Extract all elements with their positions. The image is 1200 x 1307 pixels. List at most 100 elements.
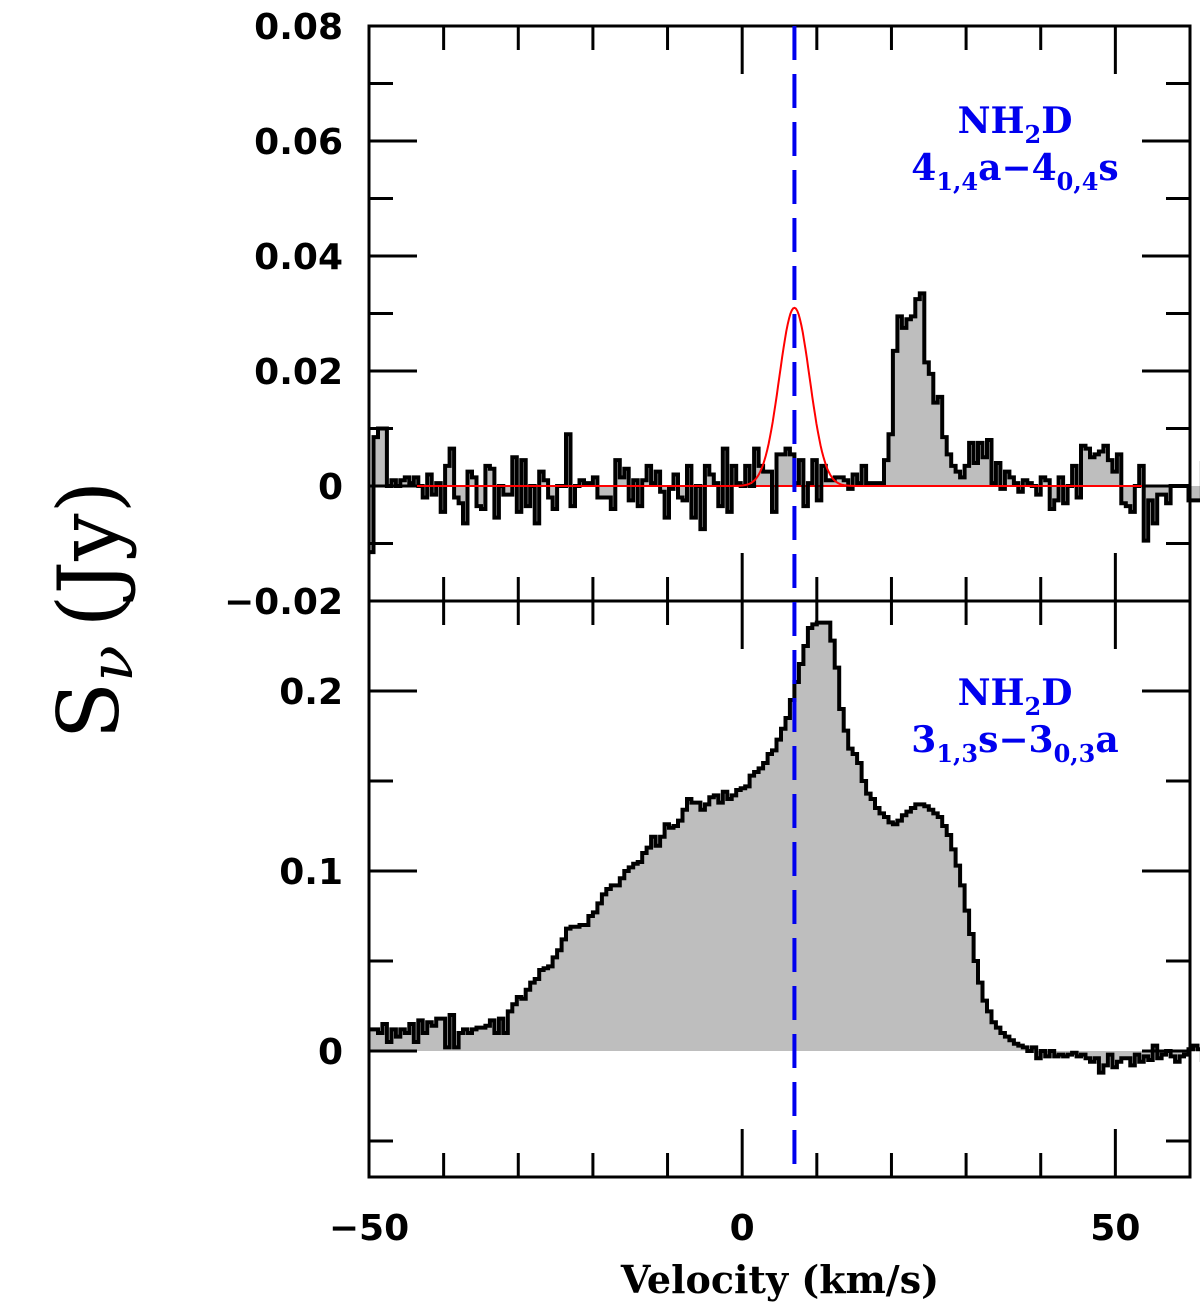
bottom-channel-fill (413, 1042, 419, 1051)
x-tick-label: 0 (730, 1208, 755, 1249)
bottom-channel-fill (552, 957, 558, 1051)
bottom-channel-fill (557, 950, 563, 1051)
top-channel-fill (458, 486, 464, 504)
bottom-y-tick-label: 0 (318, 1032, 343, 1073)
top-channel-fill (919, 293, 925, 486)
bottom-channel-fill (691, 802, 697, 1051)
bottom-channel-fill (758, 768, 764, 1051)
bottom-channel-fill (1098, 1051, 1105, 1073)
bottom-channel-fill (1000, 1033, 1006, 1051)
top-channel-fill (946, 454, 952, 486)
bottom-channel-fill (615, 885, 621, 1051)
bottom-channel-fill (749, 775, 755, 1051)
bottom-channel-fill (910, 808, 916, 1051)
bottom-channel-fill (754, 772, 760, 1051)
bottom-channel-fill (651, 836, 657, 1051)
top-channel-fill (924, 362, 930, 486)
bottom-panel-frame (367, 599, 1192, 1179)
bottom-spectrum-step (369, 620, 1200, 1075)
top-channel-fill (476, 486, 482, 507)
bottom-channel-fill (825, 622, 831, 1051)
bottom-channel-fill (458, 1033, 464, 1051)
bottom-channel-fill (660, 836, 666, 1051)
bottom-channel-fill (982, 1000, 988, 1051)
bottom-channel-fill (642, 853, 648, 1051)
top-y-tick-label: −0.02 (224, 582, 343, 623)
top-y-tick-labels: −0.02 0 0.02 0.04 0.06 0.08 (224, 7, 343, 623)
top-channel-fill (964, 465, 970, 486)
bottom-channel-fill (597, 903, 603, 1051)
top-y-tick-label: 0.08 (254, 7, 343, 48)
bottom-channel-fill (655, 845, 661, 1051)
top-channel-fill (830, 480, 836, 486)
bottom-channel-fill (1112, 1051, 1118, 1068)
bottom-channel-fill (619, 878, 625, 1051)
top-channel-fill (928, 373, 934, 486)
bottom-channel-fill (476, 1027, 482, 1051)
top-channel-fill (915, 299, 921, 486)
bottom-channel-fill (480, 1027, 487, 1051)
bottom-channel-fill (373, 1029, 379, 1051)
bottom-channel-fill (427, 1022, 433, 1051)
bottom-channel-fill (740, 788, 746, 1051)
top-annotation-transition: 41,4a−40,4s (911, 147, 1118, 196)
bottom-channel-fill (713, 795, 719, 1051)
top-channel-fill (377, 428, 384, 486)
bottom-channel-fill (669, 827, 675, 1051)
top-channel-fill (1049, 486, 1055, 509)
bottom-channel-fill (821, 622, 827, 1051)
bottom-channel-fill (418, 1020, 424, 1051)
bottom-channel-fill (772, 750, 778, 1051)
bottom-channel-fill (386, 1042, 392, 1051)
bottom-panel: 0 0.1 0.2 NH2D 31,3s−30,3a (279, 599, 1200, 1179)
top-channel-fill (606, 486, 612, 498)
bottom-channel-fill (866, 793, 872, 1051)
top-channel-fill (400, 480, 406, 486)
top-y-tick-label: 0 (318, 467, 343, 508)
bottom-channel-fill (400, 1029, 406, 1051)
bottom-channel-fill (727, 799, 733, 1051)
bottom-channel-fill (986, 1011, 993, 1051)
bottom-channel-fill (566, 928, 572, 1051)
bottom-channel-fill (897, 820, 903, 1051)
bottom-channel-fill (395, 1036, 401, 1051)
bottom-channel-fill (610, 885, 616, 1051)
top-channel-fill (1081, 445, 1087, 486)
bottom-channel-fill (964, 910, 970, 1051)
bottom-channel-fill (543, 968, 549, 1051)
bottom-channel-fill (633, 863, 639, 1051)
bottom-channel-fill (946, 835, 952, 1051)
bottom-channel-fill (606, 889, 612, 1051)
top-channel-fill (1121, 486, 1127, 504)
bottom-channel-fill (548, 966, 554, 1051)
bottom-channel-fill (570, 926, 576, 1051)
bottom-channel-fill (955, 865, 961, 1051)
top-channel-fill (548, 486, 554, 498)
bottom-channel-fill (369, 1029, 375, 1051)
bottom-channel-fill (883, 817, 890, 1051)
top-annotation-molecule: NH2D (958, 100, 1073, 149)
top-panel: −0.02 0 0.02 0.04 0.06 0.08 NH2D 41,4a−40,4s (224, 7, 1200, 623)
top-channel-fill (978, 442, 984, 486)
top-channel-fill (454, 486, 460, 498)
top-channel-fill (758, 465, 764, 486)
bottom-channel-fill (592, 912, 598, 1051)
bottom-channel-fill (973, 961, 979, 1051)
bottom-y-tick-labels: 0 0.1 0.2 (279, 672, 343, 1073)
top-channel-fill (897, 316, 903, 486)
bottom-channel-fill (776, 739, 782, 1051)
bottom-channel-fill (951, 849, 957, 1051)
bottom-channel-fill (507, 1011, 513, 1051)
bottom-channel-fill (601, 894, 607, 1051)
bottom-channel-fill (646, 847, 652, 1051)
bottom-channel-fill (879, 813, 885, 1051)
bottom-channel-fill (1094, 1051, 1100, 1059)
bottom-channel-fill (960, 885, 966, 1051)
bottom-channel-fill (485, 1025, 491, 1051)
bottom-channel-fill (839, 709, 845, 1051)
bottom-channel-fill (534, 979, 540, 1051)
top-channel-fill (642, 480, 648, 486)
top-fit-curve (369, 306, 1190, 487)
bottom-channel-fill (471, 1029, 478, 1051)
bottom-channel-fill (521, 998, 527, 1051)
